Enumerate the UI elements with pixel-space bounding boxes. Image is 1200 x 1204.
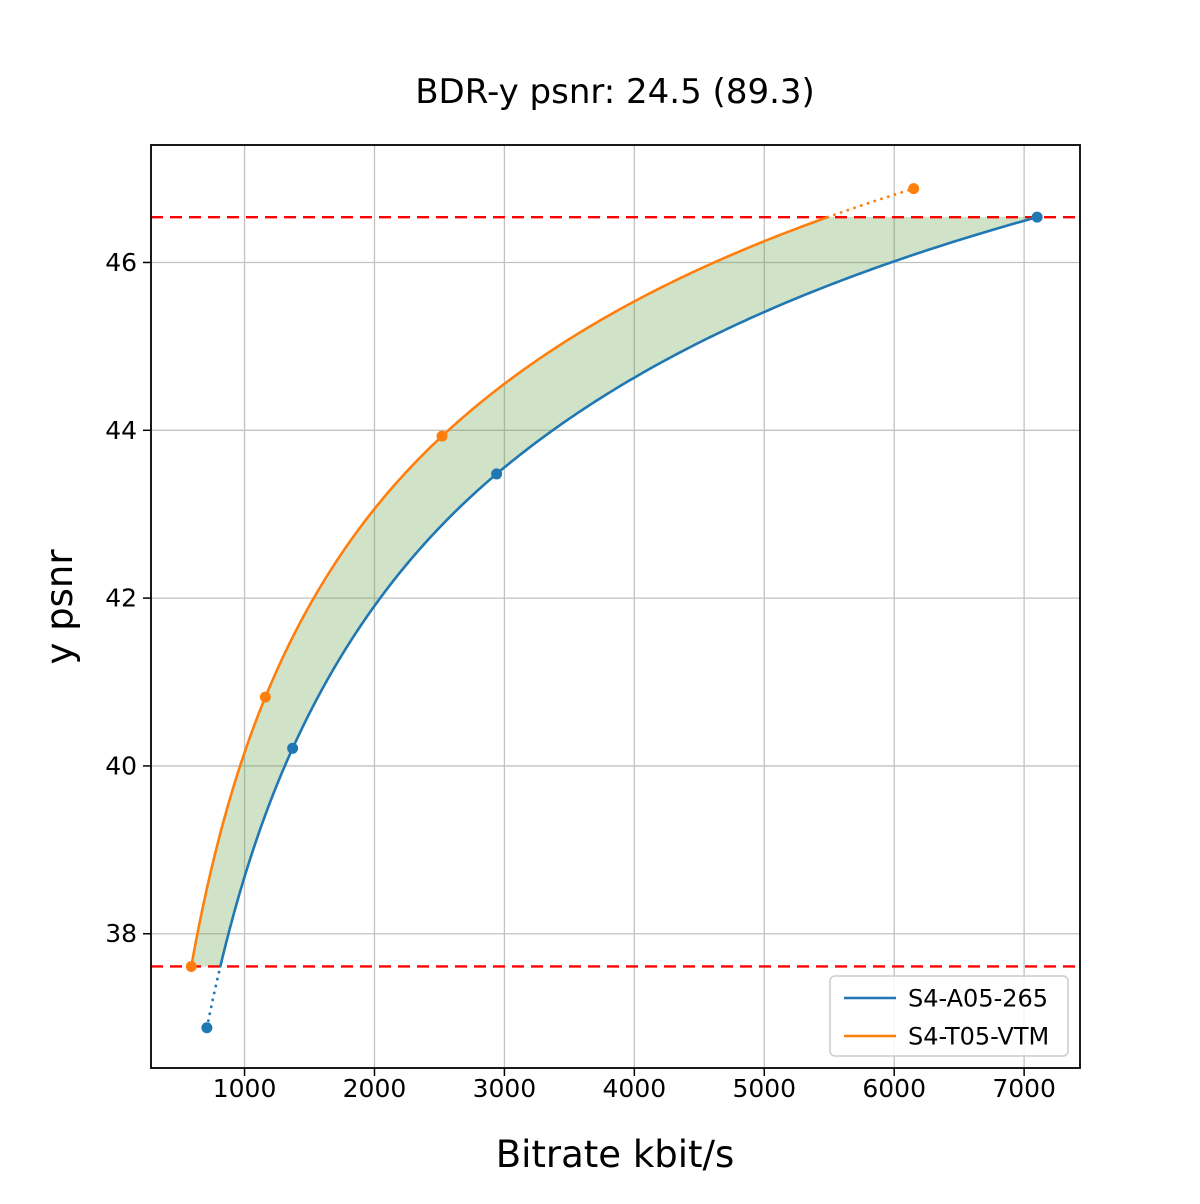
series-S4-T05-VTM	[185, 183, 920, 972]
data-point-marker	[287, 742, 299, 754]
data-point-marker	[908, 183, 920, 195]
y-tick-label: 42	[105, 584, 137, 613]
series-S4-A05-265	[201, 211, 1043, 1034]
rd-curve-dotted	[205, 965, 222, 1030]
data-point-marker	[259, 691, 271, 703]
x-tick-label: 2000	[343, 1074, 407, 1103]
rd-curve-solid	[189, 215, 829, 968]
x-tick-label: 5000	[732, 1074, 796, 1103]
legend-label: S4-T05-VTM	[908, 1023, 1049, 1051]
y-tick-label: 44	[105, 416, 137, 445]
legend-item: S4-T05-VTM	[844, 1023, 1049, 1051]
y-axis-label: y psnr	[38, 549, 81, 665]
data-point-marker	[491, 468, 503, 480]
y-tick-label: 46	[105, 248, 137, 277]
x-tick-label: 7000	[992, 1074, 1056, 1103]
axes: 1000 2000 3000 4000 5000 6000 7000 38 40 42 44 46	[105, 144, 1081, 1103]
bd-area-between-curves	[191, 217, 1038, 967]
legend-item: S4-A05-265	[844, 985, 1048, 1013]
x-tick-label: 6000	[862, 1074, 926, 1103]
y-tick-label: 40	[105, 751, 137, 780]
rd-curve-solid	[219, 215, 1039, 968]
chart-title: BDR-y psnr: 24.5 (89.3)	[415, 72, 815, 112]
data-point-marker	[436, 430, 448, 442]
legend-label: S4-A05-265	[908, 985, 1048, 1013]
data-point-marker	[1031, 211, 1043, 223]
data-point-marker	[201, 1022, 213, 1034]
plot-border	[150, 144, 1081, 1069]
overlap-boundary-lines	[151, 215, 1080, 968]
x-axis-label: Bitrate kbit/s	[496, 1133, 735, 1176]
x-tick-label: 3000	[473, 1074, 537, 1103]
x-tick-label: 4000	[603, 1074, 667, 1103]
gridlines	[151, 145, 1080, 1068]
x-tick-label: 1000	[213, 1074, 277, 1103]
data-point-marker	[185, 960, 197, 972]
series-curves	[185, 183, 1043, 1034]
y-tick-label: 38	[105, 919, 137, 948]
legend: S4-A05-265 S4-T05-VTM	[829, 975, 1069, 1057]
rd-curve-dotted	[826, 187, 916, 219]
bd-overlap-fill	[191, 217, 1038, 967]
